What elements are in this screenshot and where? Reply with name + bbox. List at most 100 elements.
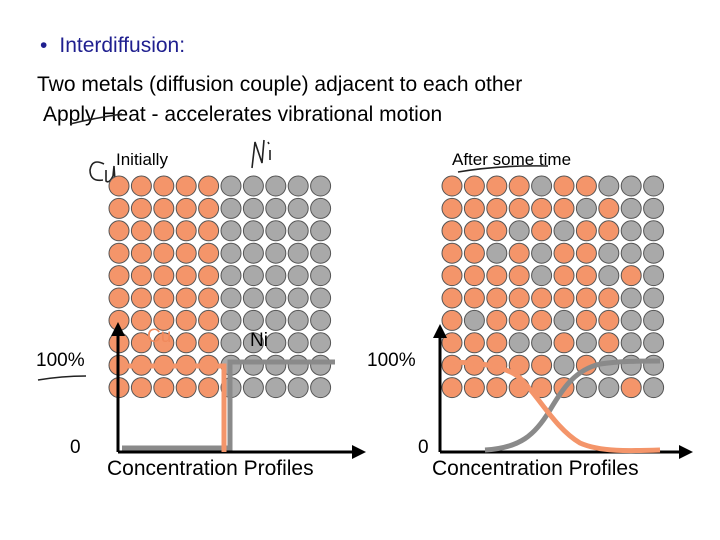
left-caption: Concentration Profiles bbox=[107, 457, 314, 480]
copper-atom bbox=[598, 197, 620, 219]
left-x-arrow bbox=[352, 445, 366, 459]
nickel-atom bbox=[242, 175, 264, 197]
nickel-atom bbox=[643, 265, 665, 287]
copper-atom bbox=[553, 265, 575, 287]
copper-atom bbox=[486, 332, 508, 354]
copper-atom bbox=[531, 220, 553, 242]
copper-atom bbox=[198, 309, 220, 331]
copper-atom bbox=[441, 197, 463, 219]
nickel-atom bbox=[575, 197, 597, 219]
nickel-atom bbox=[310, 220, 332, 242]
nickel-atom bbox=[242, 309, 264, 331]
nickel-atom bbox=[643, 332, 665, 354]
right-cu-curve bbox=[443, 359, 661, 454]
copper-atom bbox=[620, 377, 642, 399]
nickel-atom bbox=[531, 332, 553, 354]
nickel-atom bbox=[287, 287, 309, 309]
copper-atom bbox=[531, 354, 553, 376]
copper-atom bbox=[486, 287, 508, 309]
copper-atom bbox=[598, 220, 620, 242]
copper-atom bbox=[598, 287, 620, 309]
nickel-atom bbox=[643, 197, 665, 219]
nickel-atom bbox=[265, 287, 287, 309]
copper-atom bbox=[153, 309, 175, 331]
nickel-atom bbox=[220, 287, 242, 309]
right-y-top-label: 100% bbox=[367, 350, 416, 371]
copper-atom bbox=[198, 377, 220, 399]
nickel-atom bbox=[643, 175, 665, 197]
copper-atom bbox=[486, 220, 508, 242]
left-y-arrow bbox=[111, 322, 125, 336]
copper-atom bbox=[153, 332, 175, 354]
copper-atom bbox=[463, 220, 485, 242]
lattice-initial bbox=[108, 175, 332, 399]
copper-atom bbox=[463, 287, 485, 309]
copper-atom bbox=[108, 175, 130, 197]
nickel-atom bbox=[598, 265, 620, 287]
lattice-after bbox=[441, 175, 665, 399]
nickel-atom bbox=[220, 197, 242, 219]
copper-atom bbox=[153, 175, 175, 197]
copper-atom bbox=[463, 242, 485, 264]
nickel-atom bbox=[242, 265, 264, 287]
copper-atom bbox=[508, 309, 530, 331]
nickel-atom bbox=[598, 242, 620, 264]
handwriting-underline-apply-heat bbox=[69, 113, 123, 125]
right-x-arrow bbox=[679, 445, 693, 459]
copper-atom bbox=[508, 265, 530, 287]
nickel-atom bbox=[287, 377, 309, 399]
nickel-atom bbox=[310, 197, 332, 219]
label-initially: Initially bbox=[116, 150, 168, 169]
nickel-atom bbox=[310, 377, 332, 399]
copper-atom bbox=[486, 309, 508, 331]
nickel-atom bbox=[463, 309, 485, 331]
copper-atom bbox=[508, 197, 530, 219]
copper-atom bbox=[130, 309, 152, 331]
nickel-atom bbox=[598, 377, 620, 399]
handwriting-underline-100 bbox=[37, 375, 87, 381]
copper-atom bbox=[130, 242, 152, 264]
nickel-atom bbox=[620, 175, 642, 197]
nickel-atom bbox=[531, 175, 553, 197]
copper-atom bbox=[553, 242, 575, 264]
nickel-atom bbox=[242, 287, 264, 309]
nickel-atom bbox=[531, 265, 553, 287]
copper-atom bbox=[130, 175, 152, 197]
copper-atom bbox=[153, 197, 175, 219]
copper-atom bbox=[486, 265, 508, 287]
copper-atom bbox=[108, 220, 130, 242]
label-cu: Cu bbox=[147, 326, 172, 347]
right-ni-curve bbox=[484, 358, 661, 453]
nickel-atom bbox=[287, 220, 309, 242]
nickel-atom bbox=[220, 220, 242, 242]
copper-atom bbox=[463, 197, 485, 219]
copper-atom bbox=[130, 197, 152, 219]
nickel-atom bbox=[265, 175, 287, 197]
copper-atom bbox=[553, 287, 575, 309]
nickel-atom bbox=[643, 309, 665, 331]
copper-atom bbox=[508, 287, 530, 309]
nickel-atom bbox=[643, 220, 665, 242]
copper-atom bbox=[153, 287, 175, 309]
nickel-atom bbox=[287, 309, 309, 331]
copper-atom bbox=[441, 354, 463, 376]
copper-atom bbox=[175, 265, 197, 287]
nickel-atom bbox=[220, 242, 242, 264]
nickel-atom bbox=[265, 354, 287, 376]
right-y-arrow bbox=[433, 324, 447, 338]
copper-atom bbox=[553, 175, 575, 197]
nickel-atom bbox=[620, 309, 642, 331]
copper-atom bbox=[508, 242, 530, 264]
nickel-atom bbox=[220, 332, 242, 354]
nickel-atom bbox=[620, 220, 642, 242]
nickel-atom bbox=[620, 354, 642, 376]
nickel-atom bbox=[220, 265, 242, 287]
copper-atom bbox=[175, 332, 197, 354]
copper-atom bbox=[153, 220, 175, 242]
nickel-atom bbox=[242, 242, 264, 264]
nickel-atom bbox=[531, 242, 553, 264]
copper-atom bbox=[130, 265, 152, 287]
copper-atom bbox=[441, 175, 463, 197]
copper-atom bbox=[486, 197, 508, 219]
